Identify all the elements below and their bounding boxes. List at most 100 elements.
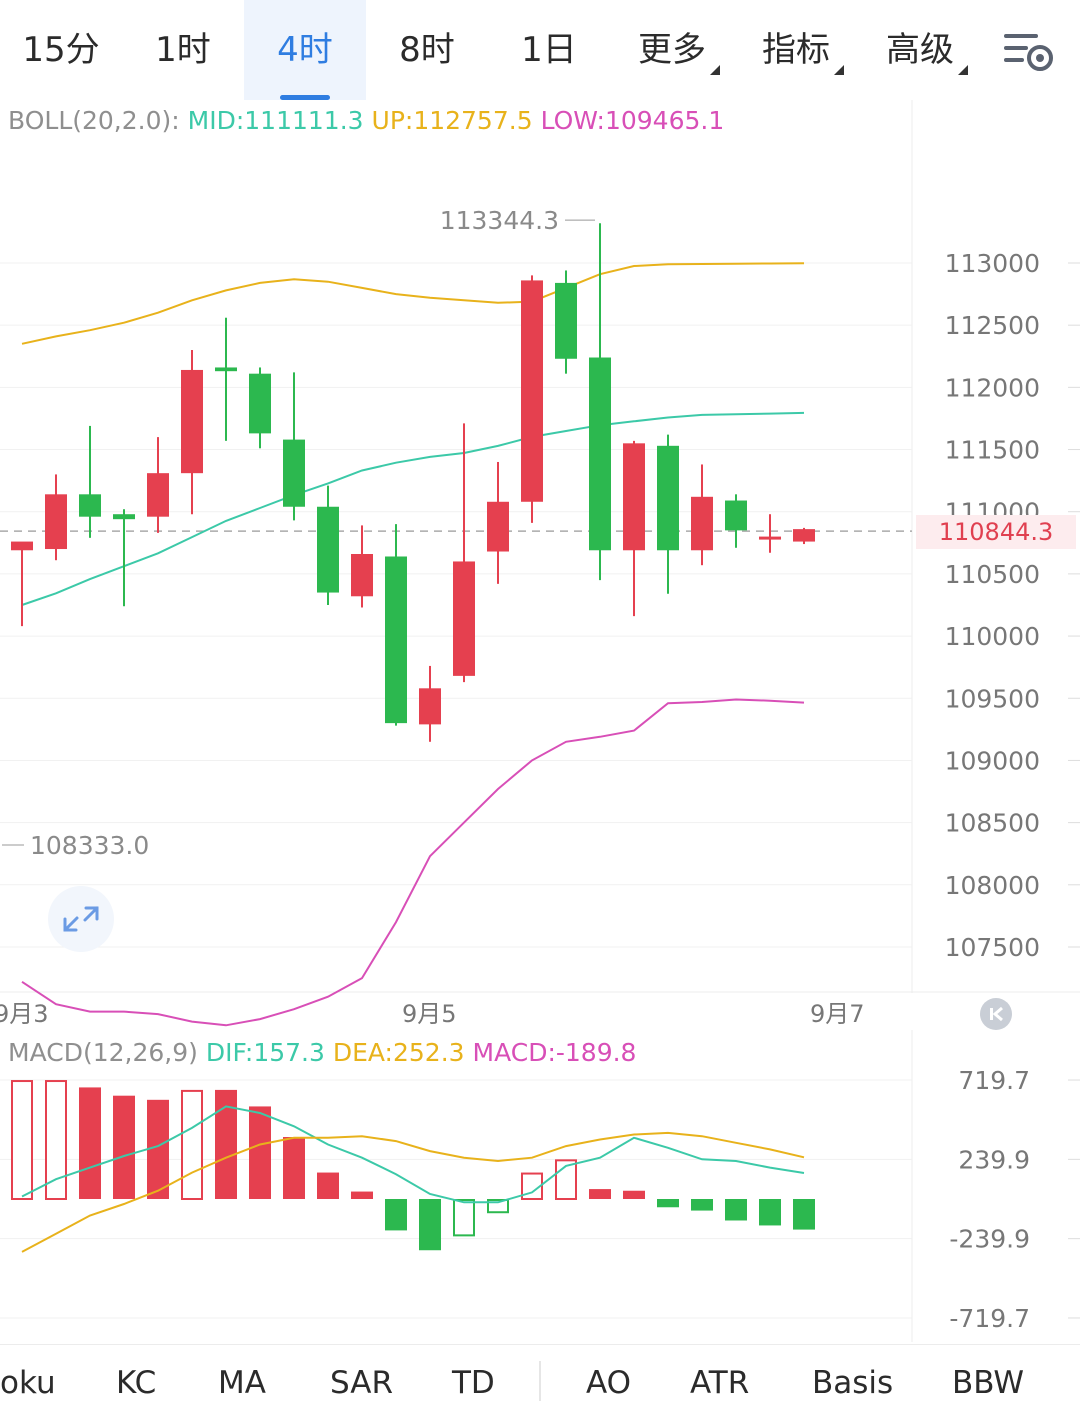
y-tick-label: 112500	[945, 311, 1040, 340]
indicator-td[interactable]: TD	[452, 1365, 495, 1401]
candle-body	[589, 357, 611, 551]
candle-body	[555, 282, 577, 359]
x-tick-label: 9月5	[402, 1000, 457, 1028]
macd-histogram-bar	[113, 1095, 135, 1199]
indicator-sar[interactable]: SAR	[330, 1365, 393, 1401]
tab-1h[interactable]: 1时	[122, 0, 244, 100]
macd-histogram-bar	[385, 1199, 407, 1231]
dropdown-caret-icon	[834, 65, 844, 75]
macd-legend-dea: DEA:252.3	[332, 1038, 465, 1067]
dropdown-caret-icon	[710, 65, 720, 75]
indicator-bbw[interactable]: BBW	[952, 1365, 1025, 1401]
y-tick-label: 109500	[945, 684, 1040, 713]
dropdown-caret-icon	[958, 65, 968, 75]
active-tab-indicator	[280, 95, 330, 100]
boll-mid-line	[21, 411, 805, 606]
tab-more[interactable]: 更多	[618, 0, 740, 100]
chart-settings-icon[interactable]	[1000, 26, 1056, 74]
candle-body	[453, 561, 475, 676]
tab-label: 高级	[886, 30, 954, 70]
candle-body	[317, 506, 339, 593]
candle-body	[283, 439, 305, 507]
tab-label: 指标	[762, 30, 830, 70]
candle-body	[759, 536, 781, 540]
indicator-divider	[539, 1361, 541, 1401]
y-tick-label: 111500	[945, 436, 1040, 465]
y-tick-label: 109000	[945, 746, 1040, 775]
timeframe-tabs: 15分 1时 4时 8时 1日 更多 指标 高级	[0, 0, 1080, 100]
boll-legend-low: LOW:109465.1	[540, 106, 725, 135]
y-tick-label: 110000	[945, 622, 1040, 651]
y-tick-label: 113000	[945, 249, 1040, 278]
y-tick-label: 107500	[945, 933, 1040, 962]
indicator-atr[interactable]: ATR	[690, 1365, 750, 1401]
macd-histogram-bar	[521, 1172, 543, 1201]
macd-histogram-bar	[453, 1199, 475, 1237]
macd-histogram-bar	[79, 1087, 101, 1199]
candlestick-chart[interactable]: 1130001125001120001115001110001105001100…	[0, 100, 1080, 1030]
macd-histogram-bar	[759, 1199, 781, 1226]
macd-histogram-bar	[181, 1089, 203, 1200]
indicator-kc[interactable]: KC	[116, 1365, 157, 1401]
macd-legend-prefix: MACD(12,26,9)	[8, 1038, 198, 1067]
candle-body	[181, 369, 203, 474]
tab-15m[interactable]: 15分	[0, 0, 122, 100]
macd-histogram-bar	[11, 1080, 33, 1200]
macd-histogram-bar	[249, 1106, 271, 1199]
tab-label: 1日	[521, 30, 577, 70]
low-marker-label: 108333.0	[30, 831, 149, 860]
macd-chart[interactable]: 719.7 239.9 -239.9 -719.7	[0, 1030, 1080, 1342]
indicator-basis[interactable]: Basis	[812, 1365, 894, 1401]
tab-label: 8时	[399, 30, 455, 70]
macd-y-tick-label: -239.9	[949, 1225, 1030, 1254]
tab-4h[interactable]: 4时	[244, 0, 366, 100]
macd-dea-line	[21, 1131, 805, 1253]
tab-indicators[interactable]: 指标	[742, 0, 864, 100]
boll-upper-line	[21, 262, 805, 345]
macd-histogram-bar	[351, 1191, 373, 1199]
high-marker-label: 113344.3	[440, 206, 559, 235]
macd-y-tick-label: 239.9	[958, 1145, 1030, 1174]
x-tick-label: 9月7	[810, 1000, 865, 1028]
candle-body	[521, 280, 543, 502]
candle-body	[725, 500, 747, 531]
indicator-oku[interactable]: oku	[0, 1365, 56, 1401]
indicator-ma[interactable]: MA	[218, 1365, 266, 1401]
tab-1d[interactable]: 1日	[488, 0, 610, 100]
macd-dif-line	[21, 1105, 805, 1204]
y-tick-label: 108000	[945, 871, 1040, 900]
y-tick-label: 110500	[945, 560, 1040, 589]
candle-body	[147, 473, 169, 517]
boll-legend: BOLL(20,2.0): MID:111111.3 UP:112757.5 L…	[8, 106, 724, 135]
macd-histogram-bar	[215, 1089, 237, 1199]
boll-legend-up: UP:112757.5	[371, 106, 533, 135]
tab-advanced[interactable]: 高级	[866, 0, 988, 100]
y-tick-label: 108500	[945, 809, 1040, 838]
candle-body	[623, 443, 645, 551]
x-tick-label: 9月3	[0, 1000, 49, 1028]
candle-body	[657, 445, 679, 551]
scroll-to-latest-button[interactable]	[980, 998, 1012, 1030]
macd-y-tick-label: -719.7	[949, 1304, 1030, 1333]
candle-body	[793, 529, 815, 542]
tab-8h[interactable]: 8时	[366, 0, 488, 100]
macd-histogram-bar	[725, 1199, 747, 1221]
macd-histogram-bar	[283, 1137, 305, 1199]
candle-body	[385, 556, 407, 724]
macd-histogram-bar	[147, 1099, 169, 1199]
boll-legend-mid: MID:111111.3	[187, 106, 364, 135]
macd-legend-macd: MACD:-189.8	[472, 1038, 637, 1067]
candle-body	[249, 373, 271, 434]
indicator-bar: oku KC MA SAR TD AO ATR Basis BBW	[0, 1344, 1080, 1427]
tab-label: 1时	[155, 30, 211, 70]
candle-body	[45, 494, 67, 550]
macd-histogram-bar	[657, 1199, 679, 1208]
indicator-ao[interactable]: AO	[586, 1365, 632, 1401]
macd-histogram-bar	[691, 1199, 713, 1211]
skip-to-end-icon	[990, 1006, 1003, 1022]
fullscreen-button[interactable]	[48, 886, 114, 952]
candle-body	[691, 496, 713, 551]
candle-body	[215, 367, 237, 372]
macd-legend-dif: DIF:157.3	[205, 1038, 325, 1067]
macd-histogram-bar	[623, 1190, 645, 1199]
